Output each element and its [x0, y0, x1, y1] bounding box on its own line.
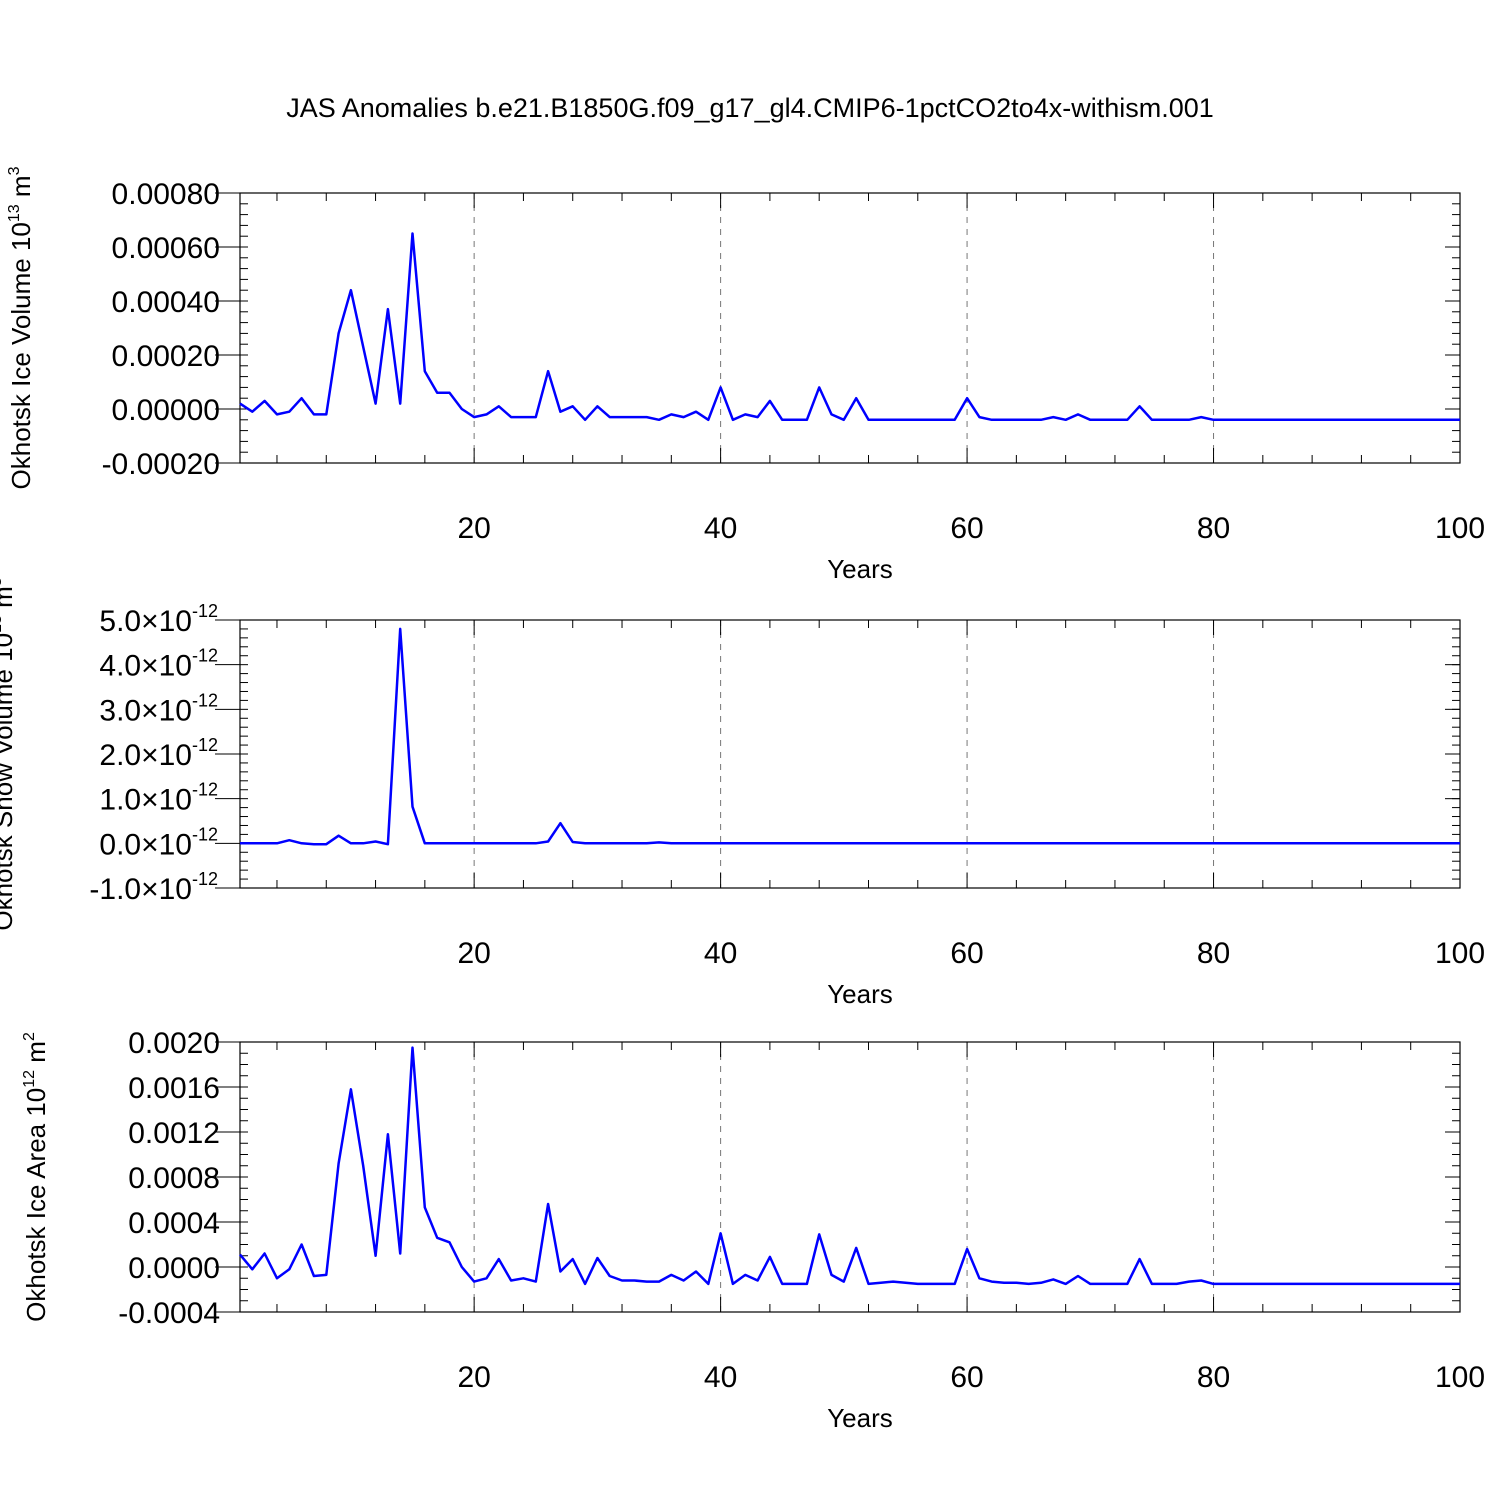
y-tick-label: -0.0004	[118, 1297, 220, 1330]
x-axis-label: Years	[827, 979, 893, 1009]
y-tick-label: 0.00020	[112, 340, 220, 373]
x-tick-label: 20	[457, 937, 490, 970]
x-tick-label: 80	[1197, 512, 1230, 545]
y-tick-label: 0.00080	[112, 178, 220, 211]
x-tick-label: 20	[457, 1361, 490, 1394]
y-tick-label: 3.0×10-12	[99, 690, 218, 727]
x-tick-label: 40	[704, 1361, 737, 1394]
panels: 20 40 60 80 100 0.00080 0.00060 0.00040 0.00020 0…	[0, 166, 1485, 1433]
y-tick-label: 4.0×10-12	[99, 646, 218, 683]
x-axis-label: Years	[827, 554, 893, 584]
plot-frame	[239, 192, 1461, 464]
x-tick-label: 60	[950, 937, 983, 970]
y-tick-label: 1.0×10-12	[99, 780, 218, 817]
data-line	[240, 627, 1460, 846]
y-tick-label: 0.0020	[128, 1027, 220, 1060]
y-tick-label: 0.0016	[128, 1072, 220, 1105]
y-tick-label: 0.0×10-12	[99, 824, 218, 861]
y-axis-label: Okhotsk Snow Volume 1013 m3	[0, 577, 18, 930]
x-tick-label: 100	[1435, 512, 1485, 545]
figure-title: JAS Anomalies b.e21.B1850G.f09_g17_gl4.C…	[286, 93, 1214, 123]
x-tick-label: 80	[1197, 1361, 1230, 1394]
y-tick-label: 5.0×10-12	[99, 601, 218, 638]
y-tick-label: 0.0000	[128, 1252, 220, 1285]
y-tick-label: 2.0×10-12	[99, 735, 218, 772]
y-tick-label: 0.0008	[128, 1162, 220, 1195]
x-tick-label: 60	[950, 1361, 983, 1394]
y-tick-label: 0.00000	[112, 394, 220, 427]
data-line	[239, 1046, 1460, 1286]
x-tick-label: 20	[457, 512, 490, 545]
y-tick-label: -1.0×10-12	[89, 869, 218, 906]
x-tick-label: 100	[1435, 1361, 1485, 1394]
chart-panel-3: 20 40 60 80 100 0.0020 0.0016 0.0012 0.0008 0.000…	[21, 1027, 1485, 1433]
y-tick-label: 0.00060	[112, 232, 220, 265]
y-tick-label: 0.0004	[128, 1207, 220, 1240]
x-tick-label: 80	[1197, 937, 1230, 970]
plot-frame	[239, 1041, 1461, 1313]
x-tick-label: 60	[950, 512, 983, 545]
x-tick-label: 100	[1435, 937, 1485, 970]
x-axis-label: Years	[827, 1403, 893, 1433]
chart-panel-2: 20 40 60 80 100 5.0×10-12 4.0×10-12 3.0×10-12 2.…	[0, 577, 1485, 1009]
data-line	[239, 232, 1460, 422]
x-tick-label: 40	[704, 937, 737, 970]
plot-frame	[239, 619, 1461, 889]
y-axis-label: Okhotsk Ice Area 1012 m2	[21, 1032, 51, 1322]
y-tick-label: 0.00040	[112, 286, 220, 319]
y-tick-label: -0.00020	[102, 448, 220, 481]
x-tick-label: 40	[704, 512, 737, 545]
y-axis-label: Okhotsk Ice Volume 1013 m3	[6, 166, 36, 489]
y-tick-label: 0.0012	[128, 1117, 220, 1150]
chart-panel-1: 20 40 60 80 100 0.00080 0.00060 0.00040 0.00020 0…	[6, 166, 1485, 584]
